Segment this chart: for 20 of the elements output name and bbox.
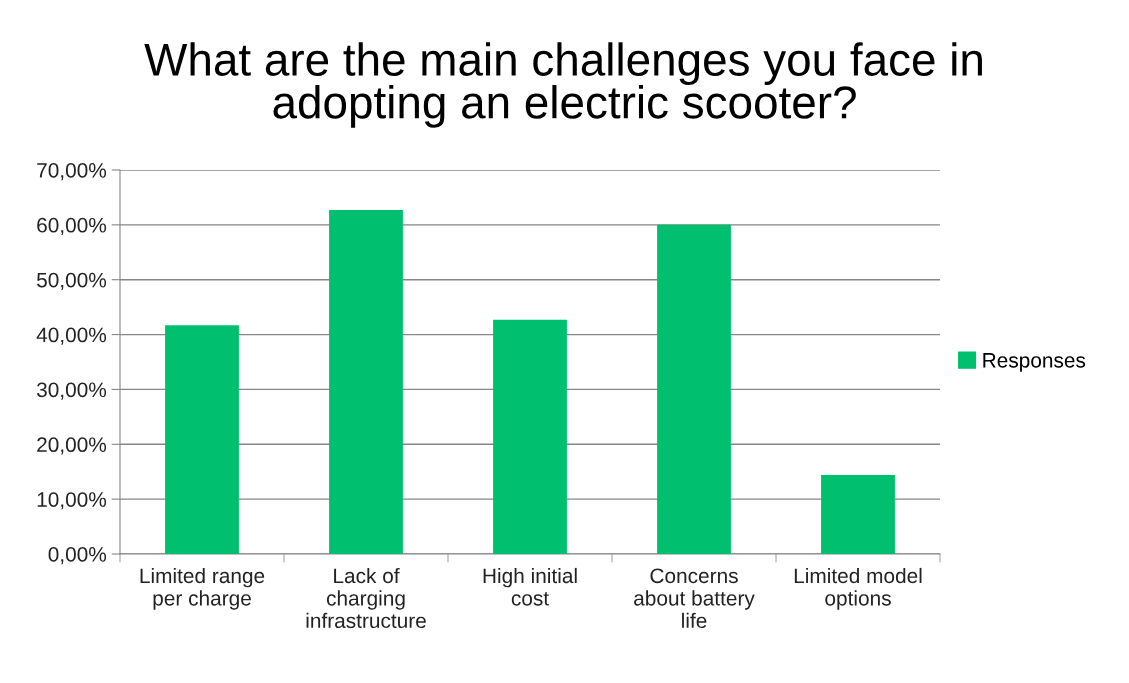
chart-title: What are the main challenges you face in adopting an electric scooter? bbox=[144, 42, 982, 128]
bar bbox=[165, 325, 239, 554]
x-tick-label: Lack of charging infrastructure bbox=[306, 567, 426, 629]
legend-label: Responses bbox=[983, 353, 1086, 372]
y-tick-label: 20,00% bbox=[37, 437, 107, 455]
y-tick-label: 40,00% bbox=[36, 327, 107, 345]
y-tick-label: 30,00% bbox=[36, 382, 107, 400]
y-tick-label: 0,00% bbox=[48, 547, 107, 565]
x-tick-label: Concerns about battery life bbox=[634, 568, 755, 629]
x-tick-label: High initial cost bbox=[483, 567, 577, 606]
bar bbox=[657, 224, 731, 554]
y-tick-label: 50,00% bbox=[36, 272, 107, 290]
bar bbox=[821, 475, 895, 554]
x-tick-label: Limited model options bbox=[794, 567, 922, 610]
bar bbox=[329, 210, 403, 554]
y-tick-label: 60,00% bbox=[37, 217, 107, 236]
y-tick-label: 70,00% bbox=[37, 163, 107, 181]
y-tick-label: 10,00% bbox=[37, 492, 107, 510]
x-tick-label: Limited range per charge bbox=[140, 567, 265, 610]
bar bbox=[493, 319, 567, 554]
